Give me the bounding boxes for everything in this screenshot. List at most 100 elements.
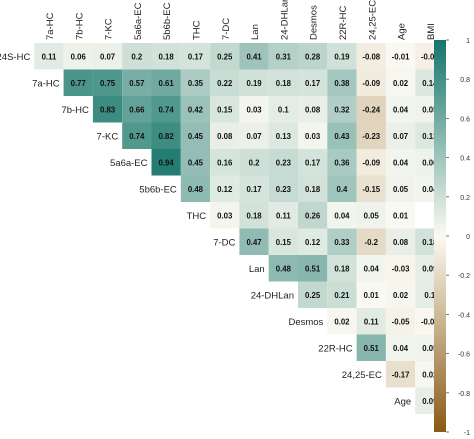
cell-value-label: 0.11 bbox=[42, 52, 57, 61]
column-label: 24-DHLan bbox=[279, 0, 290, 40]
cell-value-label: 0.17 bbox=[305, 158, 320, 167]
cell-value-label: 0.18 bbox=[246, 211, 262, 220]
row-label: 24-DHLan bbox=[251, 290, 294, 301]
cell-value-label: 0.25 bbox=[305, 291, 321, 300]
colorbar-tick-label: 0.8 bbox=[460, 77, 470, 84]
row-label: 22R-HC bbox=[318, 343, 352, 354]
column-labels: 7a-HC 7b-HC 7-KC 5a6a-EC 5b6b-EC THC 7-DC Lan 24… bbox=[45, 0, 437, 40]
column-label: 7b-HC bbox=[74, 12, 85, 40]
column-label: THC bbox=[191, 20, 202, 40]
cell-value-label: 0.12 bbox=[217, 185, 233, 194]
cell-value-label: 0.21 bbox=[334, 291, 350, 300]
cell-value-label: 0.17 bbox=[305, 79, 320, 88]
cell-value-label: 0.04 bbox=[334, 211, 350, 220]
cell-value-label: -0.09 bbox=[362, 158, 380, 167]
cell-value-label: 0.08 bbox=[305, 105, 321, 114]
cell-value-label: 0.02 bbox=[393, 79, 409, 88]
cell-value-label: 0.02 bbox=[334, 317, 350, 326]
cell-value-label: 0.31 bbox=[276, 52, 292, 61]
cell-value-label: -0.08 bbox=[362, 52, 380, 61]
cell-value-label: 0.07 bbox=[393, 132, 408, 141]
column-label: 5b6b-EC bbox=[162, 2, 173, 40]
cell-value-label: 0.28 bbox=[305, 52, 321, 61]
cell-value-label: 0.77 bbox=[71, 79, 86, 88]
cell-value-label: 0.48 bbox=[276, 264, 292, 273]
row-label: 7-DC bbox=[213, 237, 235, 248]
cell-value-label: 0.03 bbox=[246, 105, 262, 114]
cell-value-label: 0.32 bbox=[334, 105, 350, 114]
cell-value-label: 0.75 bbox=[100, 79, 116, 88]
colorbar-tick-label: 0 bbox=[466, 234, 470, 241]
cell-value-label: 0.01 bbox=[364, 291, 380, 300]
colorbar-tick-label: -1 bbox=[464, 430, 470, 437]
cell-value-label: 0.15 bbox=[276, 238, 292, 247]
column-label: BMI bbox=[426, 23, 437, 40]
row-label: 24S-HC bbox=[0, 52, 30, 63]
row-label: 24,25-EC bbox=[342, 370, 382, 381]
cell-value-label: 0.04 bbox=[393, 105, 409, 114]
cell-value-label: 0.45 bbox=[188, 158, 204, 167]
column-label: 22R-HC bbox=[338, 6, 349, 40]
cell-value-label: 0.4 bbox=[337, 185, 349, 194]
cell-value-label: 0.35 bbox=[188, 79, 204, 88]
cell-value-label: 0.04 bbox=[393, 344, 409, 353]
cell-value-label: 0.01 bbox=[393, 211, 409, 220]
cell-value-label: 0.08 bbox=[217, 132, 233, 141]
cell-value-label: 0.1 bbox=[278, 105, 290, 114]
cell-value-label: 0.45 bbox=[188, 132, 204, 141]
column-label: 7a-HC bbox=[45, 12, 56, 40]
cell-value-label: 0.05 bbox=[393, 185, 409, 194]
cell-value-label: 0.03 bbox=[305, 132, 321, 141]
cell-value-label: 0.19 bbox=[246, 79, 262, 88]
column-label: Age bbox=[397, 23, 408, 40]
column-label: Desmos bbox=[309, 5, 320, 40]
cell-value-label: -0.09 bbox=[362, 79, 380, 88]
cell-value-label: 0.23 bbox=[276, 185, 292, 194]
cell-value-label: 0.08 bbox=[393, 238, 409, 247]
cell-value-label: -0.05 bbox=[392, 317, 410, 326]
cell-value-label: -0.01 bbox=[392, 52, 410, 61]
column-label: 24,25-EC bbox=[367, 0, 378, 40]
column-label: 5a6a-EC bbox=[133, 2, 144, 40]
cell-value-label: 0.23 bbox=[276, 158, 292, 167]
cell-value-label: 0.36 bbox=[334, 158, 350, 167]
cell-value-label: 0.51 bbox=[364, 344, 380, 353]
cell-value-label: 0.07 bbox=[100, 52, 115, 61]
row-label: 7-KC bbox=[97, 131, 119, 142]
cell-value-label: 0.61 bbox=[159, 79, 175, 88]
cell-value-label: 0.74 bbox=[159, 105, 175, 114]
cell-value-label: -0.24 bbox=[362, 105, 380, 114]
cell-value-label: 0.15 bbox=[217, 105, 233, 114]
cell-value-label: 0.04 bbox=[364, 264, 380, 273]
heatmap-cells: 0.11 0.06 0.07 0.2 0.18 0.17 0.25 0.41 0.31 0.28 0… bbox=[34, 43, 444, 414]
row-label: 5a6a-EC bbox=[110, 158, 148, 169]
cell-value-label: -0.17 bbox=[392, 370, 410, 379]
cell-value-label: 0.18 bbox=[334, 264, 350, 273]
cell-value-label: 0.51 bbox=[305, 264, 321, 273]
row-label: 7a-HC bbox=[32, 78, 60, 89]
cell-value-label: 0.38 bbox=[334, 79, 350, 88]
colorbar-tick-label: 0.4 bbox=[460, 156, 470, 163]
cell-value-label: 0.43 bbox=[334, 132, 350, 141]
colorbar-tick-label: 0.2 bbox=[460, 195, 470, 202]
cell-value-label: 0.25 bbox=[217, 52, 233, 61]
cell-value-label: 0.12 bbox=[305, 238, 321, 247]
cell-value-label: 0.17 bbox=[246, 185, 261, 194]
cell-value-label: 0.05 bbox=[364, 211, 380, 220]
cell-value-label: -0.03 bbox=[392, 264, 410, 273]
cell-value-label: 0.19 bbox=[334, 52, 350, 61]
cell-value-label: 0.07 bbox=[246, 132, 261, 141]
cell-value-label: -0.15 bbox=[362, 185, 380, 194]
cell-value-label: 0.57 bbox=[129, 79, 144, 88]
cell-value-label: 0.17 bbox=[188, 52, 203, 61]
colorbar-ticks: 1 0.8 0.6 0.4 0.2 0 -0.2 -0.4 -0.6 -0.8 -1 bbox=[446, 38, 470, 437]
cell-value-label: 0.94 bbox=[159, 158, 175, 167]
cell-value-label: -0.2 bbox=[365, 238, 379, 247]
cell-value-label: -0.23 bbox=[362, 132, 380, 141]
row-label: 7b-HC bbox=[61, 105, 89, 116]
colorbar-tick-label: -0.4 bbox=[458, 312, 470, 319]
colorbar-gradient bbox=[434, 40, 446, 432]
cell-value-label: 0.26 bbox=[305, 211, 321, 220]
cell-value-label: 0.22 bbox=[217, 79, 233, 88]
cell-value-label: 0.13 bbox=[276, 132, 292, 141]
